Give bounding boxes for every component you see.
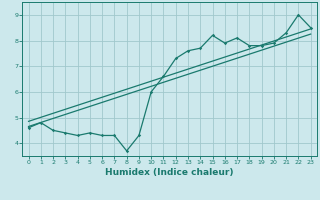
- Point: [222, 41, 228, 45]
- Point: [124, 149, 129, 152]
- Point: [173, 57, 178, 60]
- Point: [284, 31, 289, 34]
- Point: [259, 44, 264, 47]
- Point: [149, 90, 154, 93]
- Point: [38, 121, 44, 124]
- Point: [198, 47, 203, 50]
- Point: [161, 75, 166, 78]
- Point: [136, 134, 141, 137]
- X-axis label: Humidex (Indice chaleur): Humidex (Indice chaleur): [105, 168, 234, 177]
- Point: [235, 36, 240, 40]
- Point: [51, 129, 56, 132]
- Point: [75, 134, 80, 137]
- Point: [112, 134, 117, 137]
- Point: [247, 44, 252, 47]
- Point: [210, 34, 215, 37]
- Point: [87, 131, 92, 135]
- Point: [308, 26, 313, 29]
- Point: [100, 134, 105, 137]
- Point: [63, 131, 68, 135]
- Point: [26, 126, 31, 129]
- Point: [271, 41, 276, 45]
- Point: [186, 49, 191, 52]
- Point: [296, 13, 301, 16]
